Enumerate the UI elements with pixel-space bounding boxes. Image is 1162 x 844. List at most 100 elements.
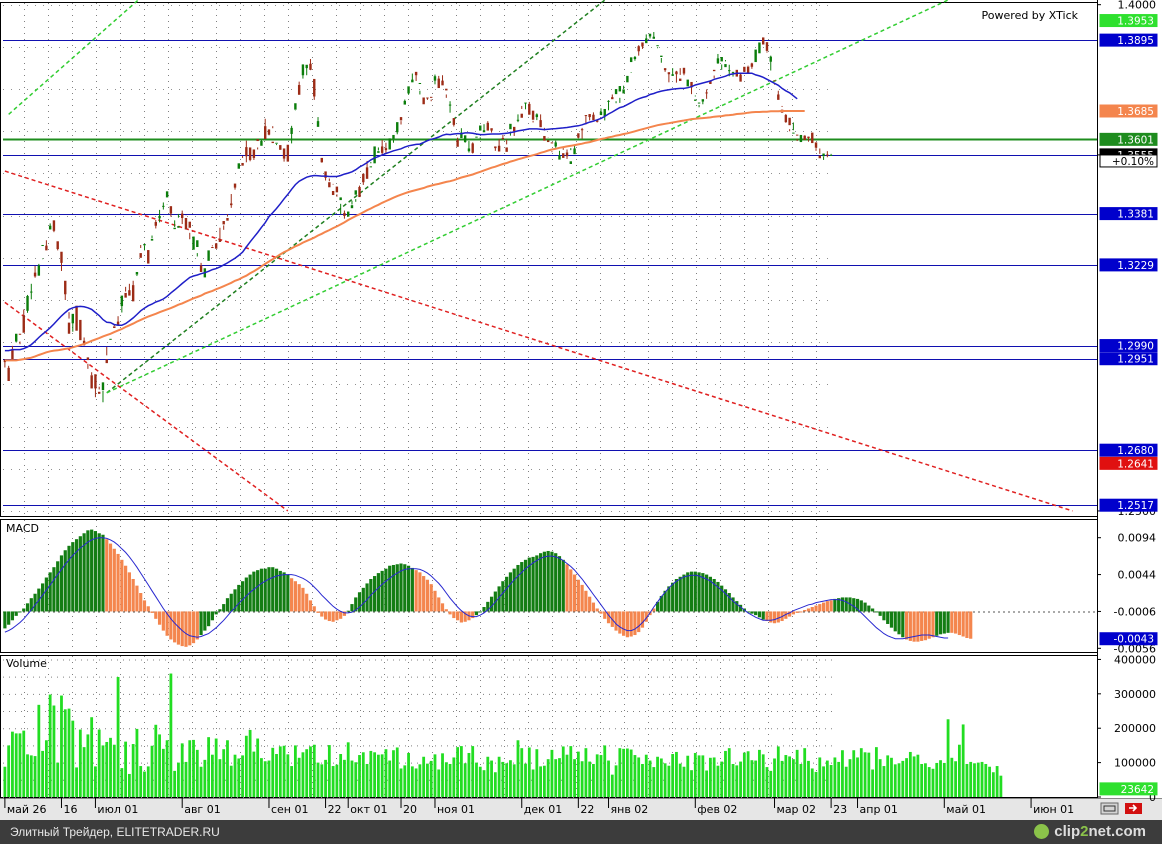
macd-histogram-bar (127, 572, 131, 612)
volume-bar (22, 730, 26, 797)
scroll-control-icon[interactable] (1100, 802, 1119, 815)
macd-histogram-bar (746, 611, 750, 613)
price-tag: 1.2517 (1117, 500, 1154, 512)
volume-bar (71, 720, 75, 797)
volume-bar (131, 744, 135, 797)
candle-body (448, 104, 452, 106)
macd-histogram-bar (701, 573, 705, 612)
macd-histogram-bar (3, 611, 7, 629)
candle-body (784, 115, 788, 123)
candle-body (248, 147, 252, 160)
time-tick-label: 16 (63, 803, 77, 816)
volume-bar (848, 759, 852, 797)
macd-histogram-bar (799, 611, 803, 613)
candle-body (260, 141, 263, 146)
volume-bar (293, 745, 297, 797)
volume-bar (592, 763, 595, 797)
macd-histogram-bar (48, 572, 52, 612)
price-tag: 1.2641 (1117, 458, 1154, 470)
macd-histogram-bar (474, 611, 479, 616)
macd-histogram-bar (297, 584, 301, 612)
volume-bar (237, 758, 241, 797)
macd-histogram-bar (844, 597, 848, 612)
volume-bar (192, 739, 195, 797)
exit-icon[interactable] (1125, 803, 1142, 814)
volume-bar (739, 761, 742, 797)
time-tick-label: дек 01 (524, 803, 563, 816)
macd-histogram-bar (640, 611, 645, 628)
macd-histogram-bar (599, 611, 603, 614)
candle-body (814, 142, 818, 148)
macd-histogram-bar (908, 611, 912, 641)
volume-bar (897, 763, 901, 797)
time-axis-bar (0, 798, 1162, 820)
volume-bar (758, 749, 761, 797)
volume-bar (954, 761, 958, 797)
candle-body (603, 108, 606, 117)
macd-histogram-bar (904, 611, 909, 640)
volume-bar (686, 755, 690, 797)
volume-bar (550, 749, 554, 797)
macd-histogram-bar (74, 539, 79, 612)
volume-bar (241, 755, 244, 797)
macd-histogram-bar (855, 598, 860, 612)
candle-body (301, 64, 305, 76)
macd-histogram-bar (101, 534, 105, 612)
volume-bar (584, 748, 588, 797)
candle-body (648, 33, 652, 37)
macd-histogram-bar (674, 578, 679, 612)
volume-bar (697, 755, 701, 797)
candle-body (701, 99, 705, 102)
candle-body (795, 134, 799, 136)
candle-body (188, 221, 191, 228)
volume-bar (497, 756, 501, 797)
candle-body (365, 167, 369, 179)
macd-histogram-bar (795, 611, 799, 613)
candle-body (211, 247, 214, 249)
volume-bar (724, 750, 727, 797)
candle-body (558, 155, 561, 160)
macd-histogram-bar (82, 533, 86, 612)
volume-bar (629, 749, 633, 797)
macd-histogram-bar (912, 611, 916, 642)
macd-histogram-bar (161, 611, 165, 631)
volume-bar (607, 760, 610, 797)
macd-histogram-bar (765, 611, 769, 622)
macd-histogram-bar (25, 603, 30, 612)
volume-bar (901, 760, 905, 797)
price-tag-box (1099, 498, 1158, 512)
macd-histogram-bar (448, 611, 452, 615)
volume-bar (448, 763, 452, 797)
candle-body (633, 57, 637, 60)
volume-bar (769, 770, 773, 797)
macd-histogram-bar (584, 590, 588, 612)
candle-body (94, 374, 97, 389)
candle-body (614, 89, 618, 95)
macd-histogram-bar (731, 597, 735, 612)
macd-histogram-bar (361, 587, 365, 612)
price-tag-box (1099, 14, 1158, 28)
volume-bar (648, 760, 652, 797)
volume-bar (754, 760, 758, 797)
macd-histogram-bar (56, 561, 60, 612)
macd-histogram-bar (463, 611, 467, 622)
candle-body (746, 66, 750, 74)
volume-bar (878, 759, 882, 797)
macd-histogram-bar (720, 585, 724, 612)
macd-histogram-bar (207, 611, 211, 627)
volume-bar (731, 763, 735, 797)
candle-body (739, 74, 742, 82)
macd-histogram-bar (557, 556, 562, 612)
macd-histogram-bar (697, 572, 701, 612)
price-tag: 1.3381 (1117, 209, 1154, 221)
volume-bar (331, 766, 335, 797)
macd-histogram-bar (252, 571, 256, 612)
volume-bar (297, 757, 301, 797)
macd-histogram-bar (852, 598, 856, 612)
candle-body (279, 145, 282, 150)
macd-histogram-bar (342, 611, 347, 616)
candle-body (169, 206, 173, 214)
volume-bar (11, 731, 14, 797)
candle-body (158, 215, 161, 219)
volume-bar (320, 764, 324, 797)
